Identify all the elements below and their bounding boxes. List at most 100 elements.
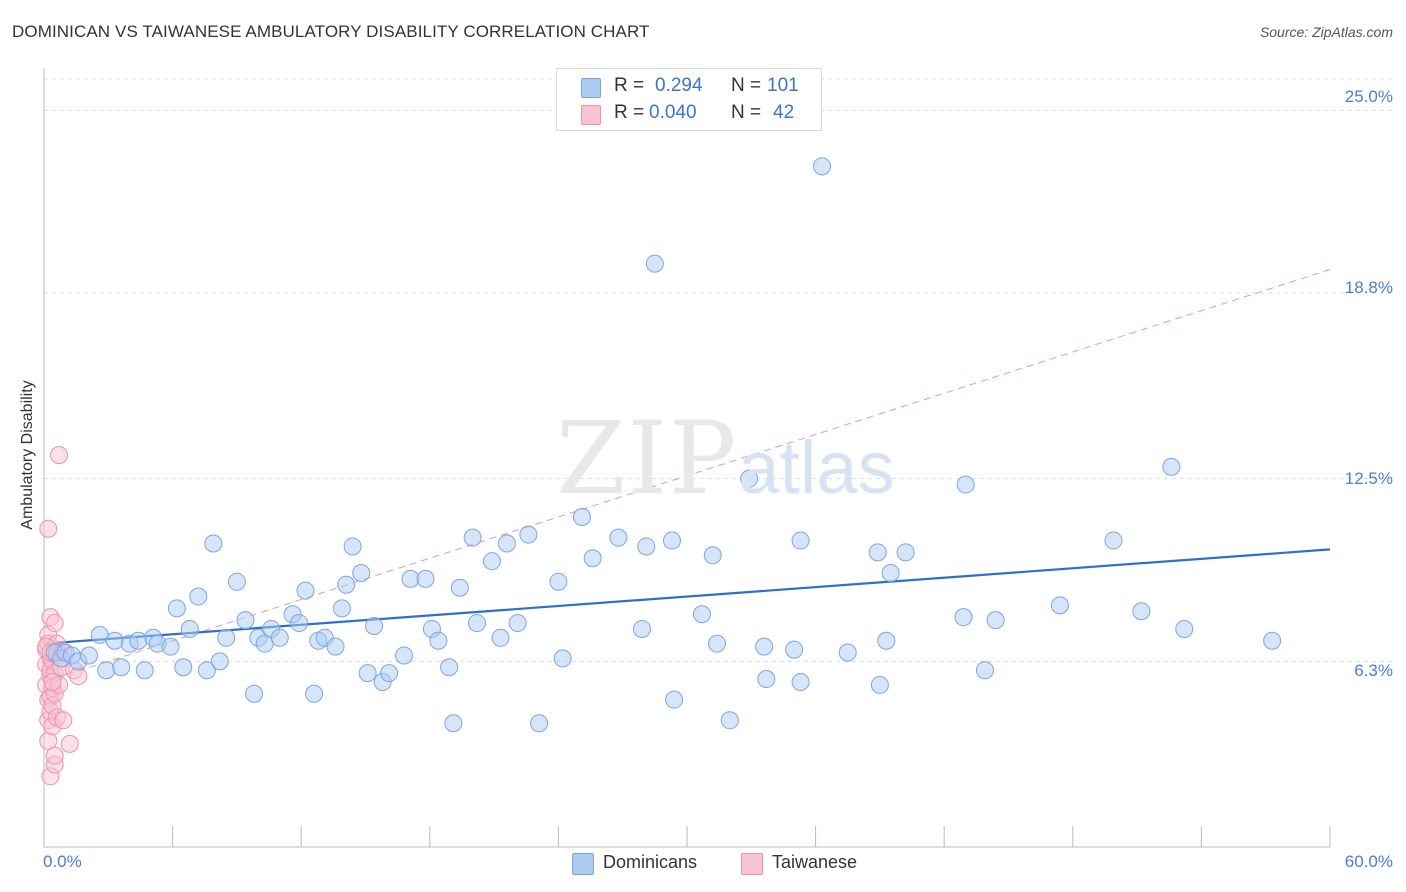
dominicans-point [549,572,568,591]
dominicans-point [90,625,109,644]
dominicans-point [572,507,591,526]
dominicans-point [1104,531,1123,550]
dominicans-point [491,628,510,647]
dominicans-point [877,631,896,650]
taiwanese-point [43,672,62,691]
trend-lines [43,268,1331,683]
dominicans-point [813,157,832,176]
dominicans-point [956,475,975,494]
dominicans-point [217,628,236,647]
dominicans-point [270,628,289,647]
dominicans-point [497,534,516,553]
x-tick-label-min: 0.0% [43,852,82,871]
dominicans-swatch-icon [581,78,601,98]
dominicans-point [332,599,351,618]
dominicans-point [785,640,804,659]
dominicans-point [463,528,482,547]
dominicans-point [791,531,810,550]
grid-lines [44,78,1395,662]
legend-label: Taiwanese [772,852,858,872]
dominicans-point [167,599,186,618]
dominicans-point [881,563,900,582]
dominicans-point [609,528,628,547]
taiwanese-trend-line [43,268,1331,683]
y-tick-label-12-5: 12.5% [1344,469,1393,488]
dominicans-point [703,546,722,565]
dominicans-point [708,634,727,653]
watermark: ZIPatlas [556,400,895,517]
dominicans-point [135,661,154,680]
taiwanese-legend-icon [741,853,763,875]
r-value: 0.294 [655,75,703,96]
dominicans-point [326,637,345,656]
dominicans-point [112,658,131,677]
dominicans-point [296,581,315,600]
dominicans-point [583,549,602,568]
dominicans-point [305,684,324,703]
dominicans-point [161,637,180,656]
dominicans-point [337,575,356,594]
r-value: 0.040 [649,102,697,123]
watermark-main: ZIP [556,400,739,517]
taiwanese-point [39,519,58,538]
dominicans-point [519,525,538,544]
dominicans-point [174,658,193,677]
n-value: 42 [773,102,795,123]
dominicans-point [358,664,377,683]
dominicans-point [1162,457,1181,476]
y-tick-label-6-3: 6.3% [1354,661,1393,680]
dominicans-point [693,605,712,624]
dominicans-point [645,254,664,273]
y-tick-label-25-0: 25.0% [1344,87,1393,106]
dominicans-point [97,661,116,680]
dominicans-point [553,649,572,668]
dominicans-point [1050,596,1069,615]
dominicans-point [757,670,776,689]
dominicans-point [352,563,371,582]
dominicans-point [508,614,527,633]
dominicans-point [637,537,656,556]
chart-title: DOMINICAN VS TAIWANESE AMBULATORY DISABI… [12,22,650,41]
y-tick-label-18-8: 18.8% [1344,278,1393,297]
dominicans-legend-icon [572,853,594,875]
dominicans-point [1175,619,1194,638]
dominicans-point [401,569,420,588]
n-value: 101 [767,75,799,96]
dominicans-point [662,531,681,550]
dominicans-point [896,543,915,562]
dominicans-point [343,537,362,556]
dominicans-point [129,631,148,650]
dominicans-point [632,619,651,638]
data-points [37,157,1282,786]
dominicans-point [720,711,739,730]
y-axis-label: Ambulatory Disability [19,380,36,530]
dominicans-point [467,614,486,633]
dominicans-point [530,714,549,733]
r-label: R = [614,75,645,96]
dominicans-point [380,664,399,683]
taiwanese-point [60,734,79,753]
dominicans-point [755,637,774,656]
n-label: N = [731,75,762,96]
dominicans-point [1263,631,1282,650]
dominicans-point [204,534,223,553]
dominicans-point [954,608,973,627]
dominicans-point [868,543,887,562]
dominicans-point [395,646,414,665]
taiwanese-point [50,446,69,465]
dominicans-point [180,619,199,638]
dominicans-point [444,714,463,733]
dominicans-point [189,587,208,606]
taiwanese-point [45,746,64,765]
dominicans-point [740,469,759,488]
dominicans-point [1132,602,1151,621]
taiwanese-swatch-icon [581,105,601,125]
source-label: Source: ZipAtlas.com [1259,24,1393,40]
dominicans-point [791,672,810,691]
dominicans-point [440,658,459,677]
dominicans-point [245,684,264,703]
dominicans-point [227,572,246,591]
correlation-stats-box: R = 0.294 N = 101 R = 0.040 N = 42 [556,68,822,131]
dominicans-point [838,643,857,662]
